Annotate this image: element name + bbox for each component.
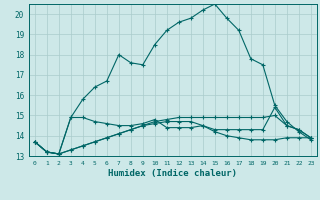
X-axis label: Humidex (Indice chaleur): Humidex (Indice chaleur): [108, 169, 237, 178]
